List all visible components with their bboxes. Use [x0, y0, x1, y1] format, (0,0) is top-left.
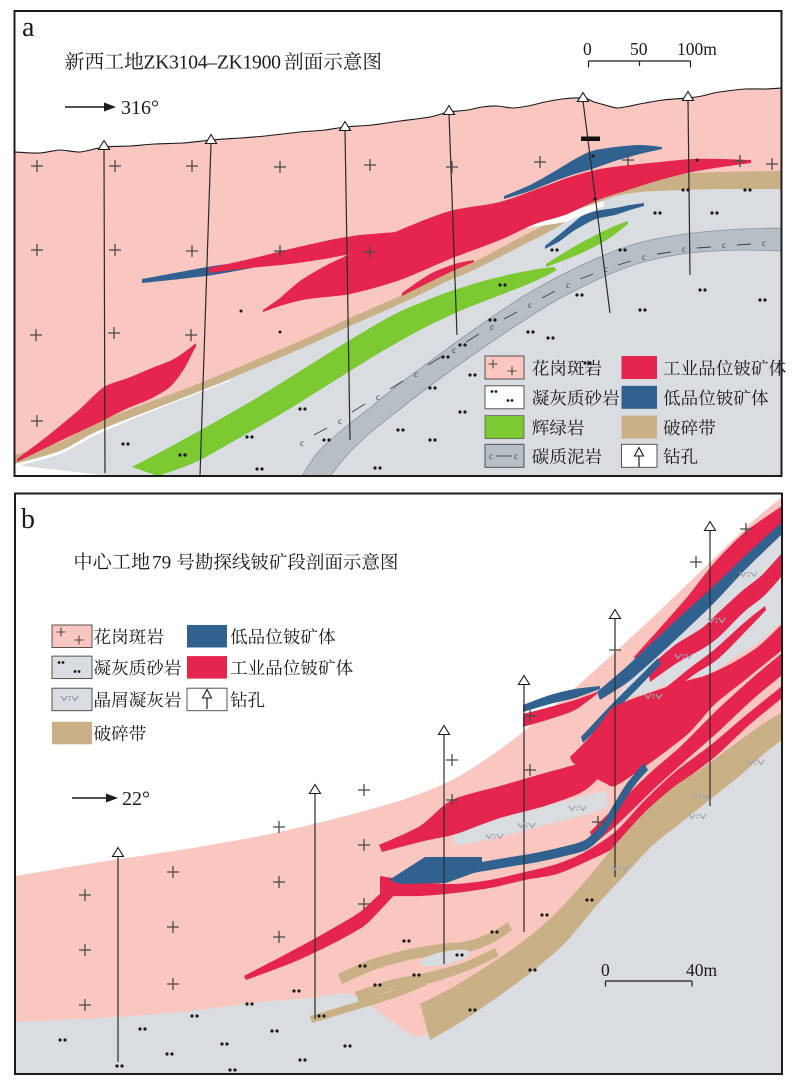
svg-text:0: 0 — [601, 960, 610, 980]
svg-text:100m: 100m — [677, 39, 717, 59]
svg-text:c: c — [682, 244, 686, 254]
svg-text:c: c — [514, 451, 518, 461]
svg-text:c: c — [376, 392, 380, 402]
svg-text:b: b — [21, 504, 35, 535]
svg-text:c: c — [489, 451, 493, 461]
svg-text:c: c — [452, 345, 456, 355]
svg-text:50: 50 — [630, 39, 648, 59]
svg-text:c: c — [414, 369, 418, 379]
svg-text:0: 0 — [583, 39, 592, 59]
svg-text:c: c — [604, 264, 608, 274]
svg-text:ZK3104–ZK1900: ZK3104–ZK1900 — [144, 53, 282, 74]
svg-text:c: c — [338, 416, 342, 426]
svg-text:c: c — [722, 240, 726, 250]
svg-text:316°: 316° — [121, 97, 159, 119]
svg-text:22°: 22° — [122, 788, 150, 810]
svg-text:c: c — [762, 238, 766, 248]
svg-text:c: c — [300, 438, 304, 448]
svg-text:79: 79 — [152, 553, 171, 574]
svg-text:c: c — [528, 300, 532, 310]
svg-text:a: a — [22, 12, 35, 43]
svg-text:c: c — [490, 322, 494, 332]
svg-text:40m: 40m — [686, 960, 718, 980]
svg-text:c: c — [642, 252, 646, 262]
svg-text:c: c — [566, 280, 570, 290]
